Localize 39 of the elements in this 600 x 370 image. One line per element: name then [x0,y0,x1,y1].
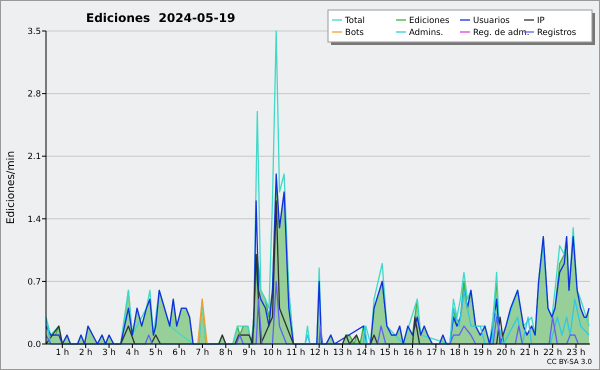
y-tick-label: 0.7 [27,277,41,288]
x-tick-label: 8 h [219,348,233,358]
x-tick-label: 9 h [242,348,256,358]
legend-label: Reg. de adm. [473,28,530,38]
x-tick-label: 5 h [148,348,162,358]
legend-label: IP [537,16,545,26]
x-tick-label: 4 h [126,348,140,358]
x-tick-label: 19 h [473,348,492,358]
legend-label: Bots [345,28,364,38]
y-axis-title: Ediciones/min [5,150,17,224]
legend-label: Usuarios [473,16,510,26]
x-tick-label: 23 h [566,348,586,358]
x-tick-label: 7 h [196,348,210,358]
legend-label: Admins. [409,28,444,38]
x-tick-label: 2 h [78,348,92,358]
x-tick-label: 14 h [356,348,376,358]
legend-label: Ediciones [409,16,450,26]
x-tick-label: 15 h [380,348,399,358]
x-tick-label: 16 h [403,348,422,358]
x-tick-label: 3 h [102,348,116,358]
x-tick-label: 6 h [172,348,186,358]
legend-label: Registros [537,28,577,38]
x-tick-label: 11 h [286,348,306,358]
x-tick-label: 13 h [333,348,352,358]
x-tick-label: 18 h [450,348,469,358]
x-tick-label: 1 h [56,348,70,358]
y-tick-label: 2.1 [27,152,41,162]
y-tick-label: 2.8 [27,90,41,100]
x-tick-label: 22 h [543,348,562,358]
x-tick-label: 12 h [310,348,329,358]
y-tick-label: 3.5 [27,26,41,37]
x-tick-label: 17 h [426,348,446,358]
legend-label: Total [344,16,365,26]
chart-title: Ediciones 2024-05-19 [86,11,236,25]
y-tick-label: 0.0 [27,340,41,350]
x-tick-label: 10 h [263,348,282,358]
x-tick-label: 20 h [496,348,516,358]
x-tick-label: 21 h [520,348,539,358]
y-tick-label: 1.4 [27,214,41,225]
